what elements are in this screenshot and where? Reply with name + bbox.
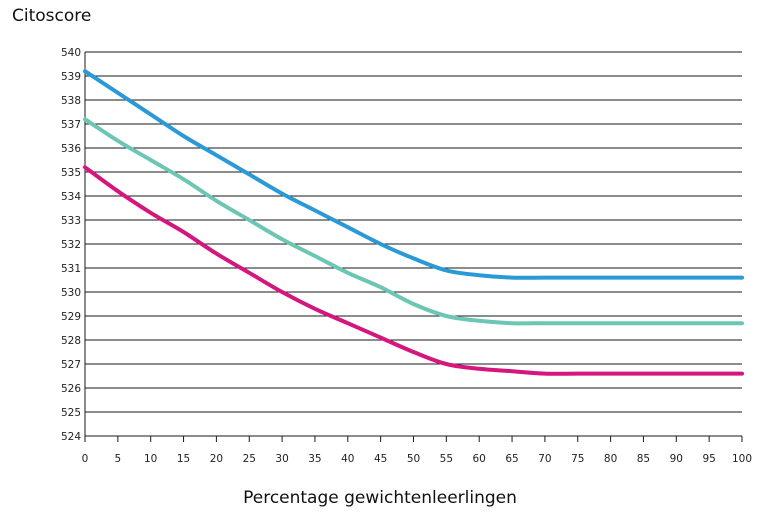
y-tick-label: 535: [61, 167, 81, 179]
x-tick-label: 60: [473, 453, 486, 465]
y-tick-label: 537: [61, 119, 81, 131]
y-tick-label: 530: [61, 287, 81, 299]
y-axis-title: Citoscore: [12, 6, 92, 26]
y-tick-label: 525: [61, 407, 81, 419]
y-tick-label: 540: [61, 47, 81, 59]
x-axis-title: Percentage gewichtenleerlingen: [243, 488, 517, 508]
x-tick-label: 80: [604, 453, 617, 465]
y-tick-label: 531: [61, 263, 81, 275]
x-tick-label: 30: [275, 453, 288, 465]
x-tick-label: 40: [341, 453, 354, 465]
x-tick-label: 95: [702, 453, 715, 465]
x-tick-label: 15: [177, 453, 190, 465]
x-tick-label: 90: [670, 453, 683, 465]
y-tick-label: 534: [61, 191, 81, 203]
x-tick-label: 5: [115, 453, 122, 465]
y-tick-label: 524: [61, 431, 81, 443]
x-tick-label: 70: [538, 453, 551, 465]
x-tick-label: 20: [210, 453, 223, 465]
y-tick-label: 532: [61, 239, 81, 251]
x-tick-label: 55: [440, 453, 453, 465]
y-tick-label: 536: [61, 143, 81, 155]
x-tick-label: 100: [732, 453, 752, 465]
x-tick-label: 35: [308, 453, 321, 465]
x-tick-label: 75: [571, 453, 584, 465]
y-tick-label: 539: [61, 71, 81, 83]
x-tick-label: 45: [374, 453, 387, 465]
y-tick-label: 528: [61, 335, 81, 347]
x-tick-label: 85: [637, 453, 650, 465]
y-tick-label: 533: [61, 215, 81, 227]
y-tick-label: 527: [61, 359, 81, 371]
x-tick-label: 25: [243, 453, 256, 465]
x-tick-label: 10: [144, 453, 157, 465]
series-line-1: [83, 69, 744, 280]
series-line-2: [83, 117, 744, 326]
x-tick-label: 50: [407, 453, 420, 465]
x-tick-label: 0: [82, 453, 89, 465]
y-tick-label: 529: [61, 311, 81, 323]
y-tick-label: 526: [61, 383, 81, 395]
series-line-3: [83, 165, 744, 376]
y-tick-label: 538: [61, 95, 81, 107]
x-tick-label: 65: [505, 453, 518, 465]
